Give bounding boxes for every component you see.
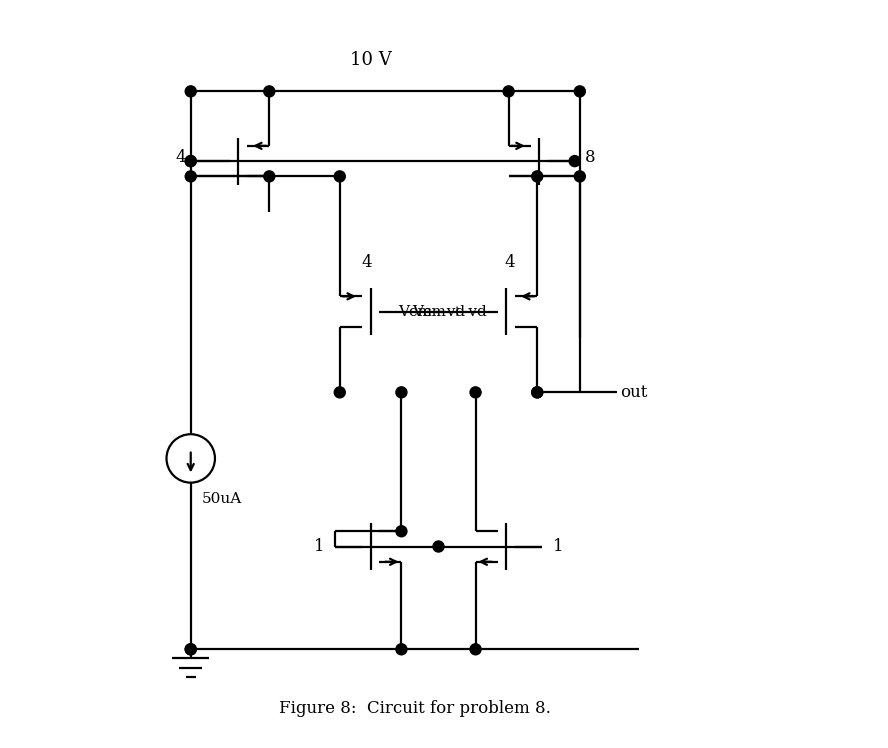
Circle shape (186, 86, 196, 97)
Circle shape (503, 86, 514, 97)
Circle shape (186, 171, 196, 182)
Text: 4: 4 (175, 149, 186, 166)
Circle shape (186, 156, 196, 167)
Text: Vcm + vd: Vcm + vd (412, 304, 487, 319)
Circle shape (334, 387, 345, 398)
Circle shape (396, 526, 407, 537)
Circle shape (569, 156, 580, 167)
Circle shape (334, 171, 345, 182)
Circle shape (433, 541, 444, 552)
Circle shape (396, 644, 407, 654)
Text: out: out (620, 384, 647, 401)
Circle shape (532, 387, 543, 398)
Circle shape (264, 86, 274, 97)
Text: 10 V: 10 V (350, 52, 392, 70)
Circle shape (186, 644, 196, 654)
Circle shape (532, 171, 543, 182)
Circle shape (186, 156, 196, 167)
Text: 8: 8 (585, 149, 596, 166)
Text: 50uA: 50uA (202, 491, 242, 506)
Circle shape (575, 171, 585, 182)
Circle shape (532, 387, 543, 398)
Circle shape (264, 171, 274, 182)
Text: Figure 8:  Circuit for problem 8.: Figure 8: Circuit for problem 8. (279, 699, 551, 717)
Text: 4: 4 (504, 254, 515, 272)
Circle shape (186, 644, 196, 654)
Circle shape (575, 86, 585, 97)
Circle shape (396, 387, 407, 398)
Text: Vcm - vd: Vcm - vd (398, 304, 465, 319)
Text: 1: 1 (313, 538, 324, 555)
Text: 1: 1 (552, 538, 563, 555)
Circle shape (470, 387, 481, 398)
Circle shape (470, 644, 481, 654)
Text: 4: 4 (361, 254, 372, 272)
